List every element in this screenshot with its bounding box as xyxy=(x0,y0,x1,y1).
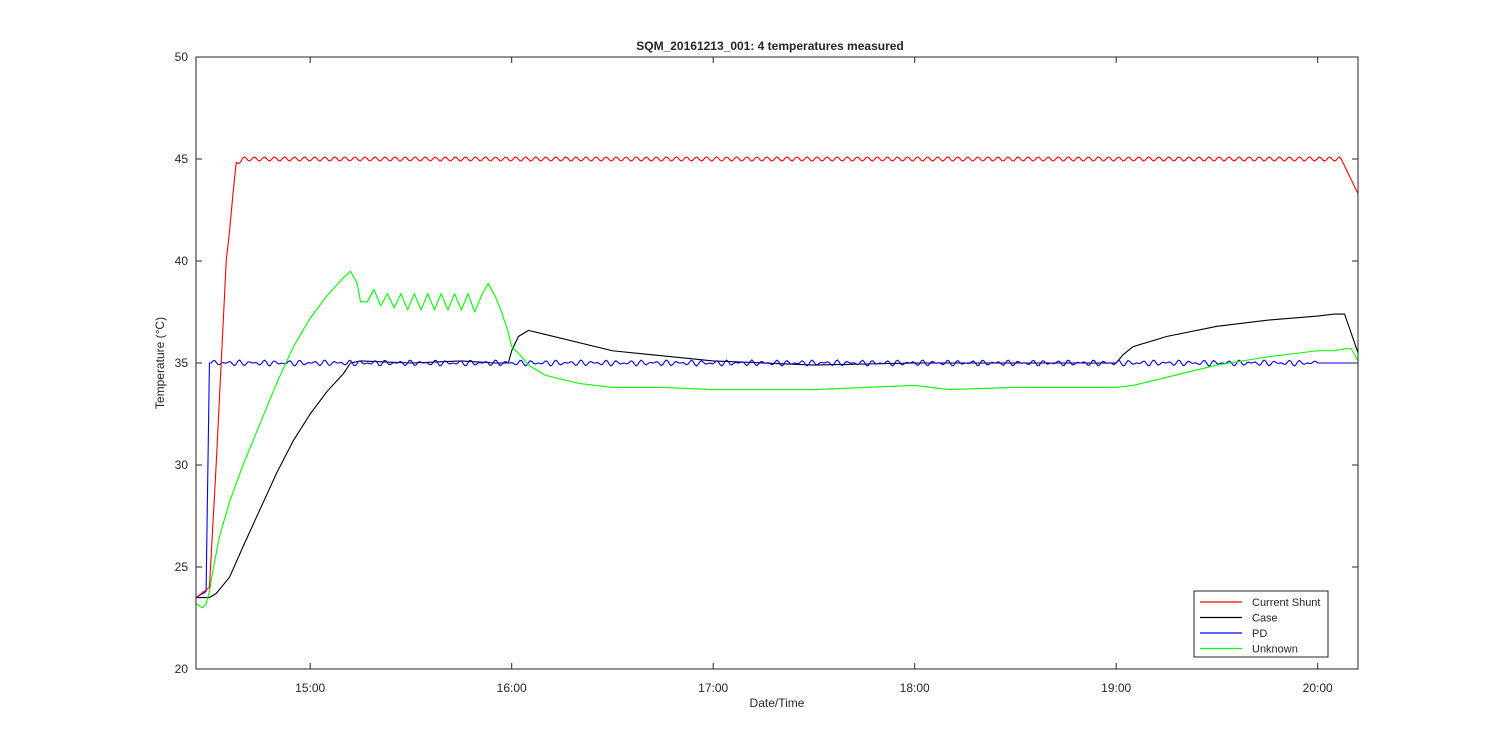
series-line-current-shunt xyxy=(195,156,1359,599)
legend-label-case: Case xyxy=(1252,613,1278,625)
x-tick-label: 19:00 xyxy=(1101,681,1131,695)
series-line-pd xyxy=(195,359,1358,599)
x-tick-label: 18:00 xyxy=(900,681,930,695)
y-tick-label: 45 xyxy=(175,152,189,166)
x-tick-label: 16:00 xyxy=(497,681,527,695)
chart-title: SQM_20161213_001: 4 temperatures measure… xyxy=(636,39,904,53)
y-axis-ticks: 20 25 30 35 40 45 50 xyxy=(175,50,1358,676)
y-axis-label: Temperature (°C) xyxy=(153,317,167,409)
series-line-case xyxy=(196,313,1359,599)
x-axis-label: Date/Time xyxy=(750,696,805,710)
y-tick-label: 25 xyxy=(175,560,189,574)
x-axis-ticks: 15:00 16:00 17:00 18:00 19:00 20:00 xyxy=(295,57,1333,695)
x-tick-label: 15:00 xyxy=(295,681,325,695)
y-tick-label: 40 xyxy=(175,254,189,268)
y-tick-label: 35 xyxy=(175,356,189,370)
x-tick-label: 17:00 xyxy=(698,681,728,695)
x-tick-label: 20:00 xyxy=(1303,681,1333,695)
legend-label-pd: PD xyxy=(1252,628,1267,640)
legend-label-unknown: Unknown xyxy=(1252,644,1298,656)
legend-label-current-shunt: Current Shunt xyxy=(1252,597,1320,609)
y-tick-label: 50 xyxy=(175,50,189,64)
series-line-unknown xyxy=(195,270,1359,609)
series-layer xyxy=(195,156,1359,609)
y-tick-label: 20 xyxy=(175,662,189,676)
legend: Current Shunt Case PD Unknown xyxy=(1193,590,1329,658)
y-tick-label: 30 xyxy=(175,458,189,472)
